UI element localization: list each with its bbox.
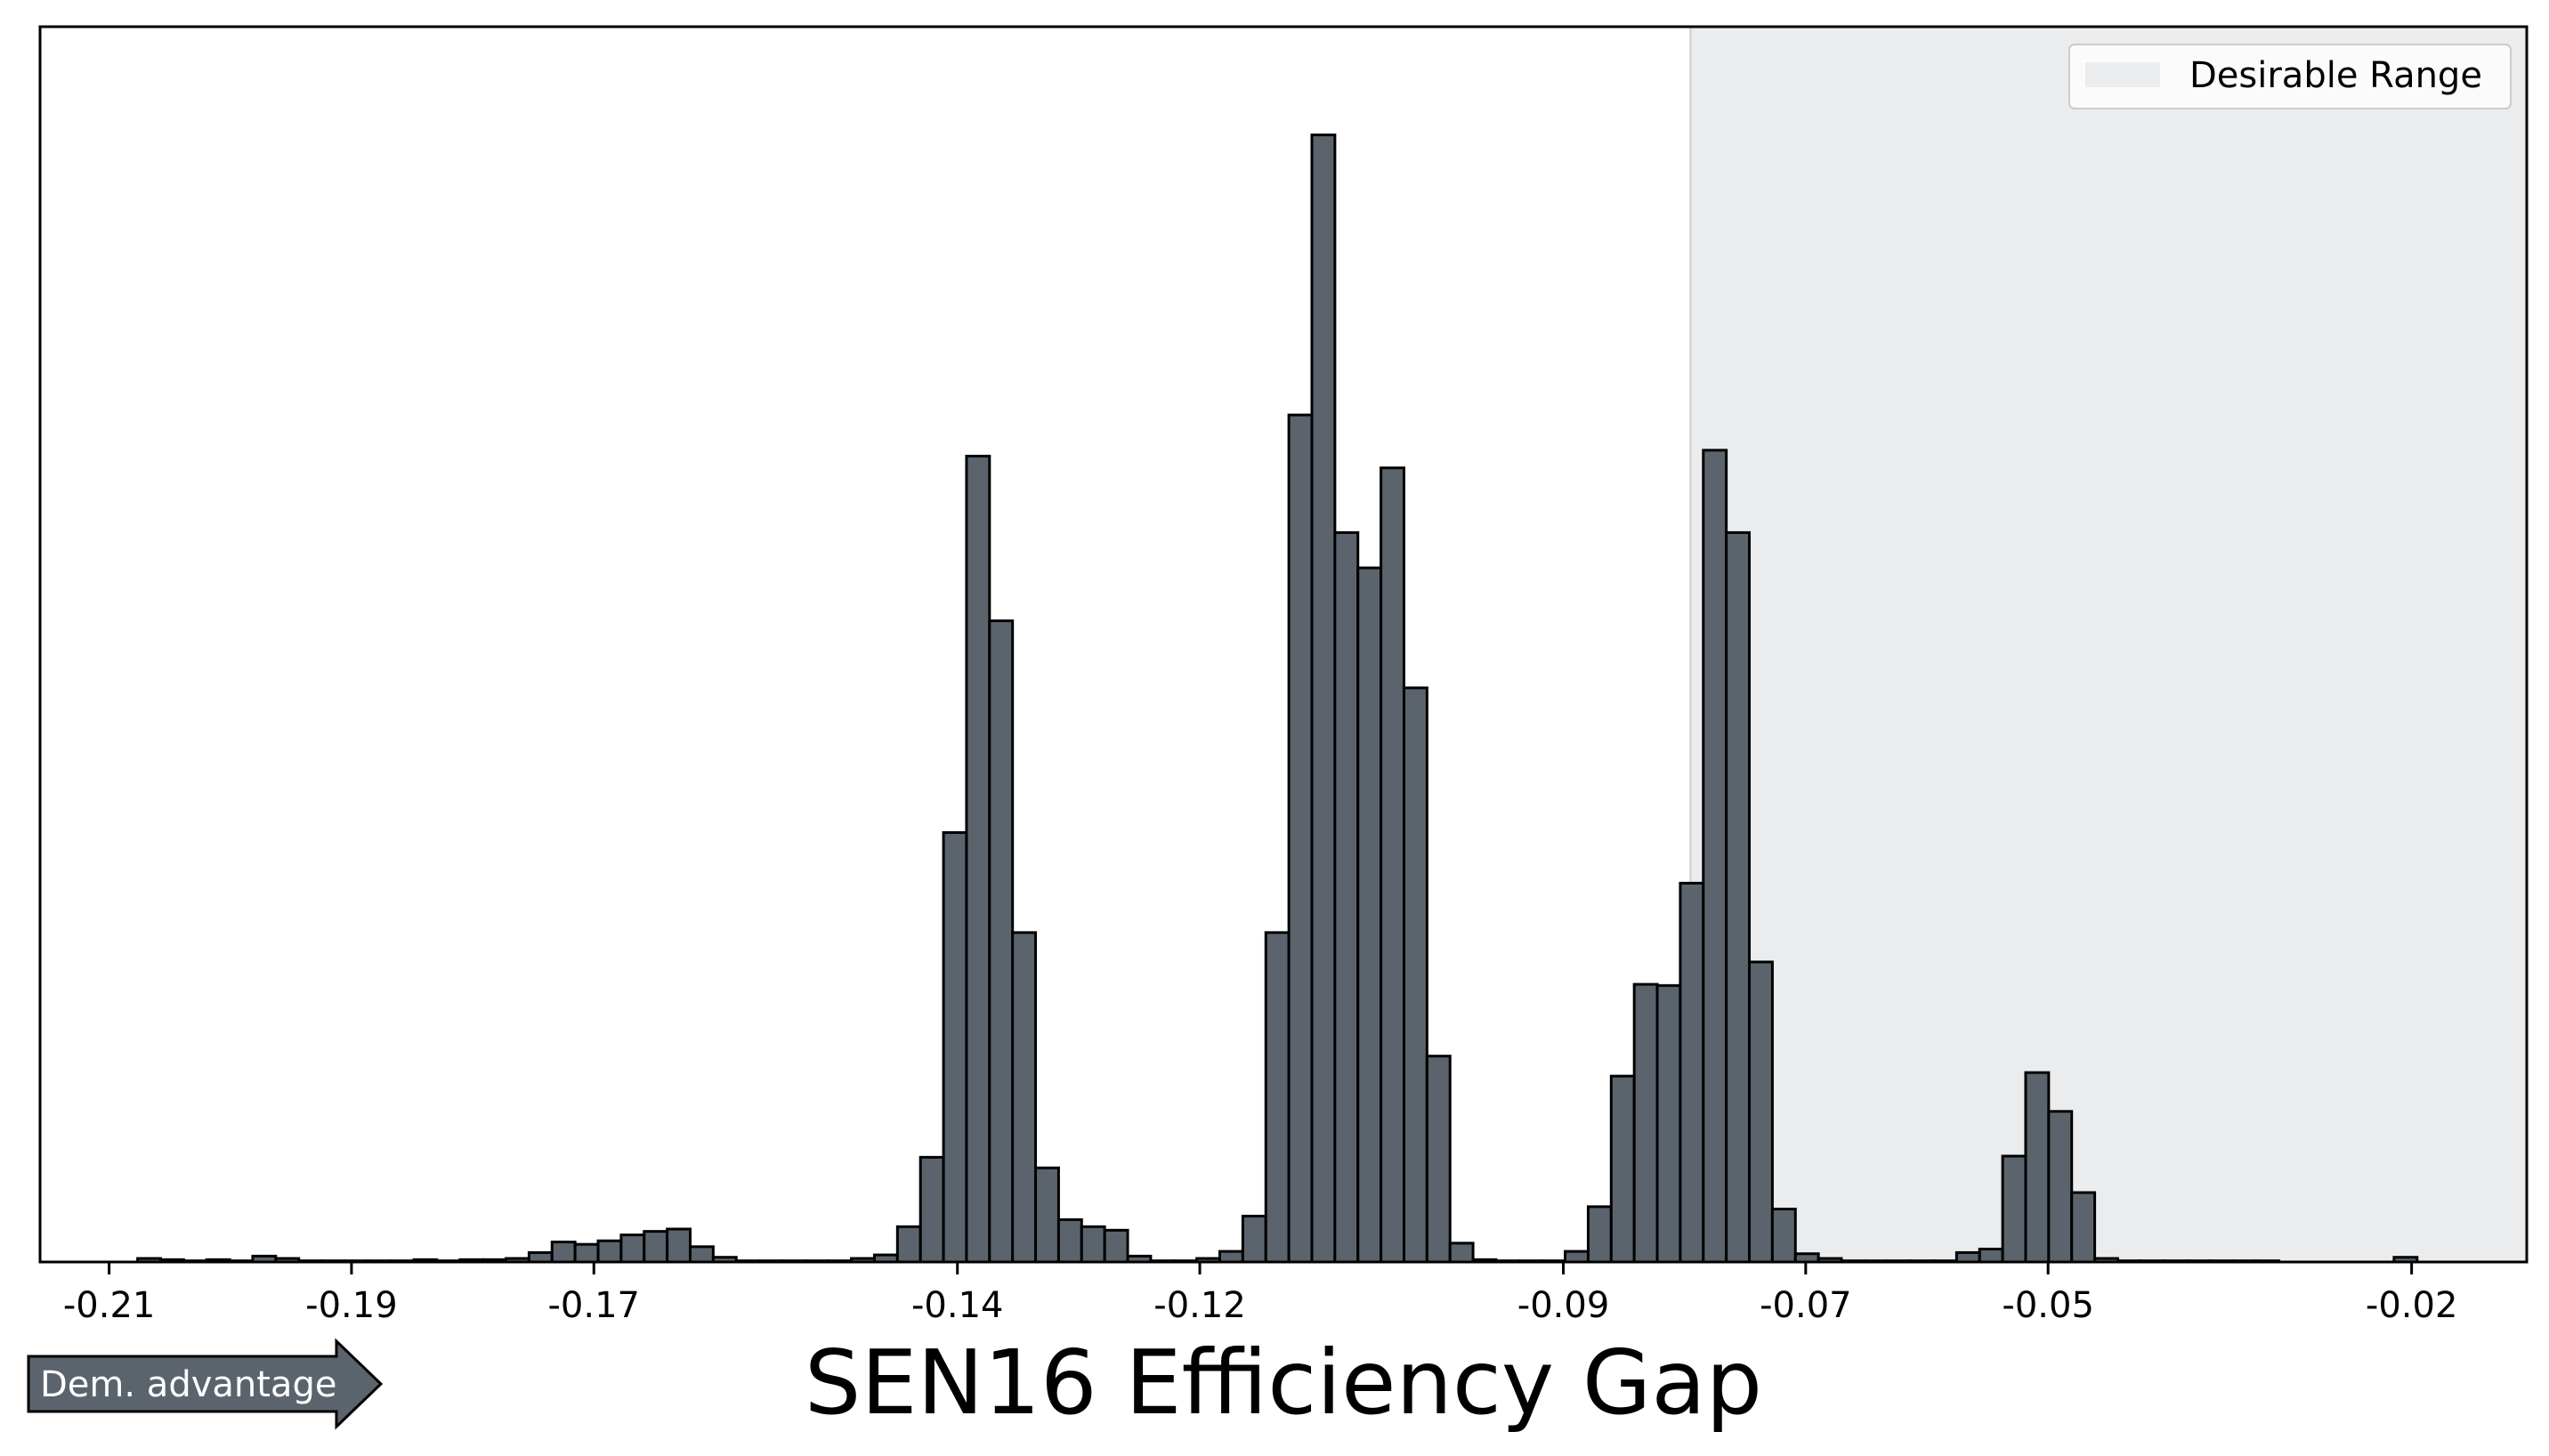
- histogram-bar: [1241, 1214, 1267, 1264]
- desirable-range-band: [1690, 27, 2527, 1262]
- histogram-bar: [942, 831, 968, 1264]
- x-tick-label: -0.17: [548, 1285, 641, 1326]
- x-axis-label: SEN16 Efficiency Gap: [805, 1331, 1762, 1435]
- x-tick-label: -0.19: [305, 1285, 398, 1326]
- histogram-bar: [2001, 1154, 2027, 1264]
- histogram-bar: [1586, 1205, 1613, 1264]
- histogram-bar: [550, 1241, 577, 1264]
- histogram-bar: [965, 454, 991, 1264]
- x-tick-label: -0.14: [911, 1285, 1004, 1326]
- histogram-bar: [2024, 1071, 2051, 1264]
- histogram-bar: [1034, 1166, 1060, 1264]
- histogram-bar: [1310, 133, 1337, 1264]
- histogram-bar: [895, 1225, 922, 1264]
- histogram-bar: [688, 1245, 715, 1264]
- histogram-bar: [1425, 1055, 1452, 1264]
- histogram-bar: [1702, 449, 1728, 1264]
- histogram-bar: [1655, 983, 1682, 1264]
- histogram-bar: [666, 1227, 692, 1264]
- histogram-bar: [1356, 566, 1383, 1264]
- arrow-label: Dem. advantage: [40, 1364, 336, 1405]
- histogram-bar: [1056, 1217, 1083, 1264]
- histogram-bar: [1103, 1228, 1129, 1264]
- histogram-bar: [527, 1250, 554, 1264]
- histogram-bar: [643, 1230, 669, 1264]
- histogram-bar: [1954, 1250, 1981, 1264]
- histogram-bar: [1011, 931, 1038, 1264]
- legend-swatch-desirable-range: [2085, 62, 2160, 87]
- plot-frame: [38, 25, 2529, 1264]
- histogram-bar: [988, 619, 1015, 1264]
- x-tick-label: -0.09: [1517, 1285, 1610, 1326]
- histogram-bar: [1725, 530, 1752, 1264]
- histogram-bar: [1679, 881, 1705, 1264]
- legend-box: [2068, 44, 2512, 109]
- histogram-bar: [596, 1239, 623, 1264]
- legend: Desirable Range: [2068, 44, 2512, 109]
- histogram-bar: [1632, 983, 1659, 1264]
- histogram-bar: [1080, 1225, 1106, 1264]
- arrow-shape: [27, 1338, 384, 1430]
- histogram-bars: [136, 133, 2419, 1264]
- histogram-bar: [1402, 686, 1428, 1264]
- x-tick-label: -0.05: [2002, 1285, 2094, 1326]
- histogram-bar: [1448, 1242, 1475, 1264]
- histogram-bar: [1770, 1208, 1797, 1264]
- histogram-bar: [2070, 1191, 2097, 1264]
- histogram-bar: [1564, 1250, 1590, 1264]
- legend-label-desirable-range: Desirable Range: [2189, 55, 2482, 96]
- histogram-bar: [918, 1155, 945, 1264]
- histogram-bar: [573, 1242, 600, 1264]
- histogram-bar: [1287, 413, 1314, 1264]
- histogram-bar: [1978, 1247, 2004, 1264]
- x-axis-ticks: -0.21 -0.19 -0.17 -0.14 -0.12 -0.09 -0.07 -0.05…: [63, 1262, 2458, 1326]
- x-tick-label: -0.02: [2366, 1285, 2458, 1326]
- x-tick-label: -0.07: [1760, 1285, 1852, 1326]
- histogram-bar: [1333, 530, 1360, 1264]
- histogram-bar: [2047, 1110, 2074, 1264]
- dem-advantage-arrow: Dem. advantage: [27, 1338, 384, 1430]
- histogram-bar: [1264, 931, 1291, 1264]
- histogram-bar: [1748, 960, 1774, 1264]
- histogram-bar: [1380, 466, 1405, 1264]
- x-tick-label: -0.12: [1153, 1285, 1246, 1326]
- histogram-bar: [619, 1234, 646, 1264]
- x-tick-label: -0.21: [63, 1285, 156, 1326]
- histogram-bar: [1218, 1250, 1244, 1264]
- histogram-bar: [1609, 1074, 1636, 1264]
